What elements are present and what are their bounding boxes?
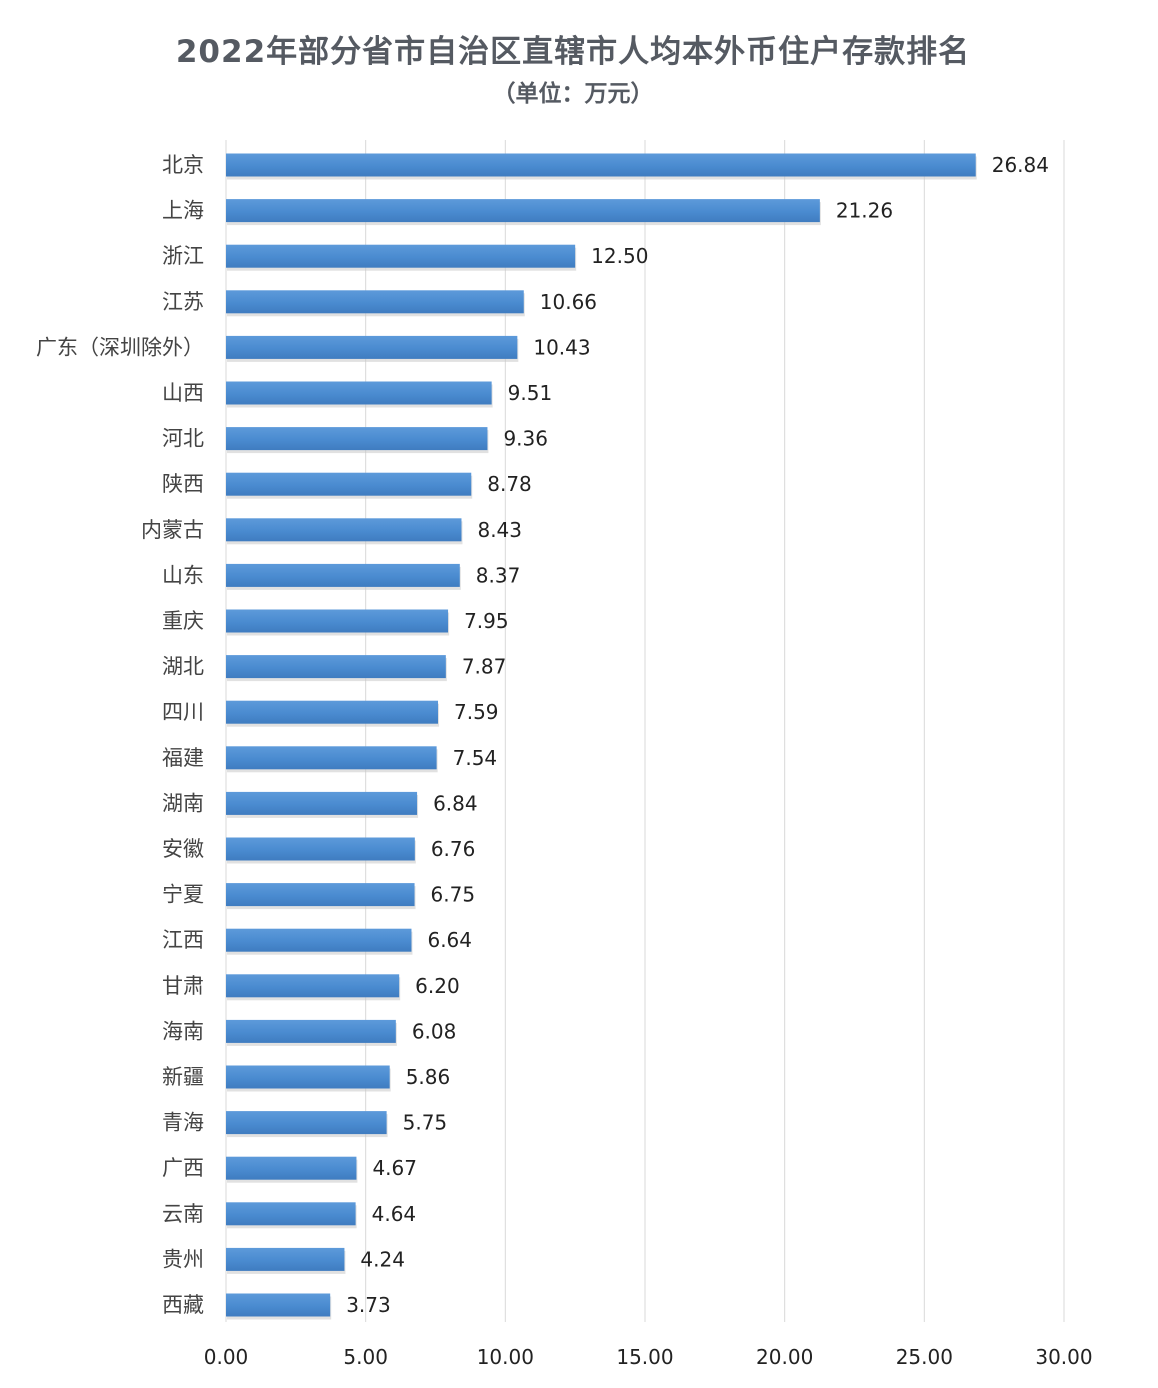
data-label: 4.67 [372, 1156, 417, 1180]
data-label: 6.75 [431, 883, 476, 907]
data-label: 7.54 [453, 746, 498, 770]
data-label: 8.78 [487, 472, 532, 496]
data-label: 9.51 [508, 381, 553, 405]
category-label: 北京 [162, 153, 204, 177]
bar [226, 563, 460, 587]
bar [226, 290, 524, 314]
bar [226, 883, 415, 907]
category-label: 江西 [162, 928, 204, 952]
category-label: 重庆 [162, 609, 204, 633]
x-tick-label: 0.00 [204, 1345, 249, 1369]
bar [226, 791, 418, 815]
category-label: 新疆 [162, 1065, 204, 1089]
data-label: 6.64 [427, 928, 472, 952]
data-label: 26.84 [992, 153, 1049, 177]
bar [226, 518, 462, 542]
data-label: 4.24 [360, 1247, 405, 1271]
data-label: 7.87 [462, 655, 507, 679]
chart-title: 2022年部分省市自治区直辖市人均本外币住户存款排名 [175, 34, 971, 70]
bar [226, 1019, 396, 1043]
data-label: 8.43 [477, 518, 522, 542]
category-label: 山东 [162, 563, 204, 587]
x-tick-label: 25.00 [896, 1345, 953, 1369]
data-label: 6.20 [415, 974, 460, 998]
data-label: 6.08 [412, 1019, 457, 1043]
bar [226, 335, 518, 359]
category-label: 内蒙古 [141, 518, 204, 542]
data-label: 4.64 [372, 1202, 417, 1226]
data-label: 5.75 [403, 1111, 448, 1135]
x-tick-label: 20.00 [756, 1345, 813, 1369]
category-label: 山西 [162, 381, 204, 405]
x-axis-ticks: 0.00 5.00 10.00 15.00 20.00 25.00 30.00 [204, 1345, 1093, 1369]
chart-subtitle: （单位：万元） [492, 81, 654, 107]
category-label: 广东（深圳除外） [36, 335, 204, 359]
category-label: 上海 [162, 199, 204, 223]
category-label: 河北 [162, 427, 204, 451]
gridlines [225, 140, 1065, 1322]
data-label: 6.76 [431, 837, 476, 861]
x-tick-label: 5.00 [343, 1345, 388, 1369]
category-label: 江苏 [162, 290, 204, 314]
category-label: 浙江 [162, 244, 204, 268]
bar [226, 1065, 390, 1089]
category-label: 贵州 [162, 1247, 204, 1271]
x-tick-label: 10.00 [477, 1345, 534, 1369]
bar [226, 700, 439, 724]
category-label: 四川 [162, 700, 204, 724]
x-tick-label: 30.00 [1035, 1345, 1092, 1369]
category-label: 湖南 [162, 791, 204, 815]
bars [226, 153, 977, 1320]
bar [226, 1202, 356, 1226]
bar [226, 153, 976, 177]
bar [226, 928, 412, 952]
bar [226, 655, 446, 679]
bar [226, 1111, 387, 1135]
bar [226, 1293, 331, 1317]
data-label: 12.50 [591, 244, 648, 268]
category-label: 甘肃 [162, 974, 204, 998]
category-label: 广西 [162, 1156, 204, 1180]
bar [226, 746, 437, 770]
bar [226, 609, 449, 633]
data-label: 7.59 [454, 700, 499, 724]
data-label: 3.73 [346, 1293, 391, 1317]
data-label: 21.26 [836, 199, 893, 223]
bar [226, 427, 488, 451]
value-labels: 26.84 21.26 12.50 10.66 10.43 9.51 9.36 8.78 8.4… [346, 153, 1049, 1317]
x-tick-label: 15.00 [616, 1345, 673, 1369]
bar [226, 199, 820, 223]
bar [226, 381, 492, 405]
category-label: 陕西 [162, 472, 204, 496]
category-label: 湖北 [162, 655, 204, 679]
bar [226, 837, 415, 861]
category-label: 宁夏 [162, 883, 204, 907]
data-label: 10.43 [533, 335, 590, 359]
category-label: 福建 [162, 746, 204, 770]
data-label: 7.95 [464, 609, 509, 633]
data-label: 6.84 [433, 791, 478, 815]
category-label: 安徽 [162, 837, 204, 861]
data-label: 9.36 [503, 427, 548, 451]
category-label: 海南 [162, 1019, 204, 1043]
data-label: 5.86 [406, 1065, 451, 1089]
category-label: 青海 [162, 1111, 204, 1135]
bar [226, 1247, 345, 1271]
data-label: 8.37 [476, 563, 521, 587]
bar [226, 974, 400, 998]
data-label: 10.66 [540, 290, 597, 314]
bar [226, 472, 472, 496]
bar [226, 244, 576, 268]
category-label: 云南 [162, 1202, 204, 1226]
category-label: 西藏 [162, 1293, 204, 1317]
bar [226, 1156, 357, 1180]
